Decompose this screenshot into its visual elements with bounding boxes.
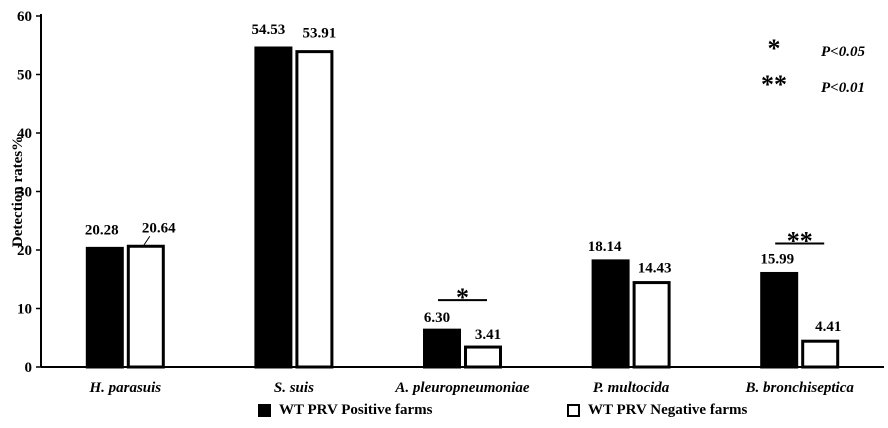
- legend-label-negative: WT PRV Negative farms: [588, 402, 748, 418]
- bar-s-suis-wt-prv-negative-farms: [295, 50, 334, 369]
- bar-b-bronchiseptica-wt-prv-negative-farms: [801, 339, 840, 369]
- y-axis-label: Detection rates%: [10, 136, 26, 247]
- bar-a-pleuropneumoniae-wt-prv-negative-farms: [464, 345, 502, 369]
- y-tick-label: 50: [17, 68, 32, 84]
- y-tick-label: 20: [17, 243, 32, 259]
- y-tick-label: 40: [17, 126, 32, 142]
- data-label: 4.41: [815, 319, 841, 335]
- legend-label-positive: WT PRV Positive farms: [279, 402, 433, 418]
- significance-key-symbol: *: [768, 34, 781, 63]
- x-tick-label: S. suis: [274, 380, 314, 396]
- significance-key-symbol: **: [761, 70, 787, 99]
- y-tick-label: 10: [17, 302, 32, 318]
- bar-h-parasuis-wt-prv-negative-farms: [126, 244, 165, 369]
- bar-a-pleuropneumoniae-wt-prv-positive-farms: [423, 328, 461, 369]
- x-tick-label: A. pleuropneumoniae: [394, 380, 530, 396]
- data-label: 14.43: [638, 261, 672, 277]
- data-label: 20.64: [142, 220, 176, 236]
- significance-marker: **: [787, 226, 813, 255]
- legend: WT PRV Positive farms WT PRV Negative fa…: [0, 402, 888, 424]
- bar-s-suis-wt-prv-positive-farms: [254, 46, 293, 369]
- data-label: 15.99: [760, 251, 794, 267]
- label-leader-line: [143, 235, 151, 246]
- bar-b-bronchiseptica-wt-prv-positive-farms: [760, 271, 799, 369]
- significance-key-label: P<0.05: [821, 44, 865, 60]
- legend-swatch-positive: [258, 404, 271, 417]
- data-label: 6.30: [424, 310, 450, 326]
- data-label: 54.53: [252, 22, 286, 38]
- legend-item-positive: WT PRV Positive farms: [258, 402, 433, 419]
- y-tick-label: 0: [25, 360, 33, 376]
- bar-chart: 0 10 20 30 40 50 60 Detection rates% H. parasuis…: [10, 9, 884, 396]
- data-label: 3.41: [475, 327, 501, 343]
- bar-p-multocida-wt-prv-negative-farms: [632, 281, 671, 369]
- data-label: 20.28: [85, 222, 119, 238]
- data-label: 18.14: [588, 239, 622, 255]
- bar-p-multocida-wt-prv-positive-farms: [591, 259, 630, 369]
- significance-marker: *: [456, 283, 469, 312]
- x-tick-label: P. multocida: [593, 380, 670, 396]
- data-label: 53.91: [303, 26, 337, 42]
- significance-key-label: P<0.01: [821, 80, 865, 96]
- y-tick-label: 30: [17, 185, 32, 201]
- legend-swatch-negative: [567, 404, 580, 417]
- legend-item-negative: WT PRV Negative farms: [567, 402, 747, 419]
- bar-h-parasuis-wt-prv-positive-farms: [85, 246, 124, 369]
- y-tick-label: 60: [17, 9, 32, 25]
- x-tick-label: H. parasuis: [88, 380, 161, 396]
- x-tick-label: B. bronchiseptica: [745, 380, 855, 396]
